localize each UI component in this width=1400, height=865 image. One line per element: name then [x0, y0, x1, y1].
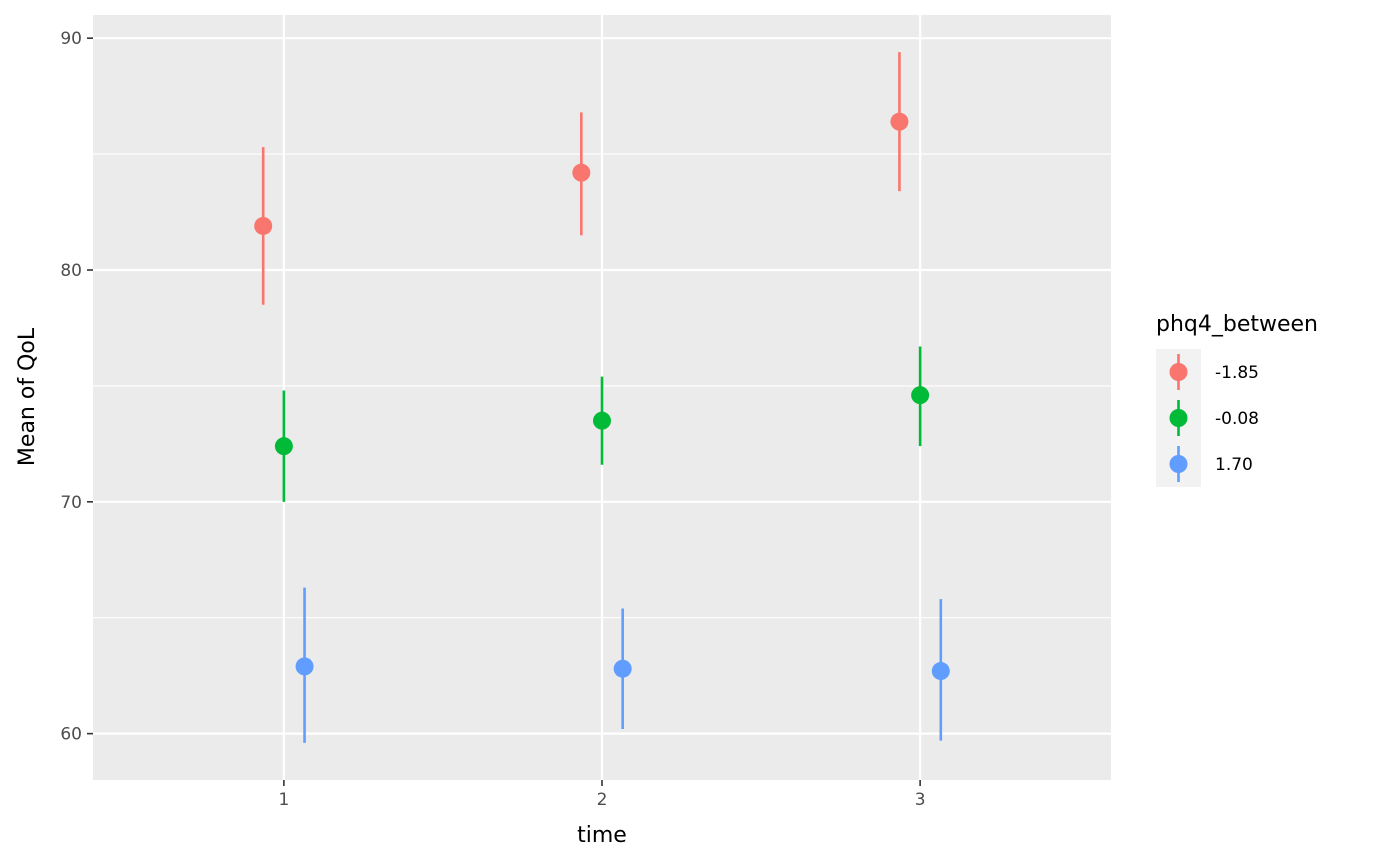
- legend-label: -1.85: [1215, 363, 1259, 383]
- y-tick-label: 70: [60, 493, 82, 513]
- legend-label: -0.08: [1215, 409, 1259, 429]
- legend-key-point: [1169, 455, 1188, 473]
- y-tick-label: 90: [60, 29, 82, 49]
- data-point: [613, 659, 632, 678]
- data-point: [593, 411, 611, 430]
- legend: phq4_between -1.85 -0.08 1.70: [1156, 312, 1318, 487]
- data-point: [931, 662, 950, 681]
- data-point: [890, 112, 909, 131]
- x-tick-label: 3: [915, 790, 926, 810]
- y-axis-title: Mean of QoL: [15, 327, 40, 466]
- y-tick-label: 80: [60, 261, 82, 281]
- data-point: [274, 437, 293, 456]
- data-point: [911, 386, 930, 405]
- axes: 60 70 80 90 1 2 3: [60, 29, 925, 810]
- legend-key-point: [1169, 409, 1188, 427]
- legend-title: phq4_between: [1156, 312, 1318, 337]
- data-marks: [254, 52, 950, 743]
- data-point: [572, 163, 591, 182]
- data-point: [295, 657, 314, 676]
- legend-label: 1.70: [1215, 455, 1253, 475]
- y-tick-label: 60: [60, 725, 82, 745]
- x-tick-label: 1: [278, 790, 289, 810]
- x-tick-label: 2: [597, 790, 608, 810]
- x-axis-title: time: [577, 823, 627, 848]
- data-point: [254, 216, 273, 235]
- legend-key-point: [1169, 363, 1188, 381]
